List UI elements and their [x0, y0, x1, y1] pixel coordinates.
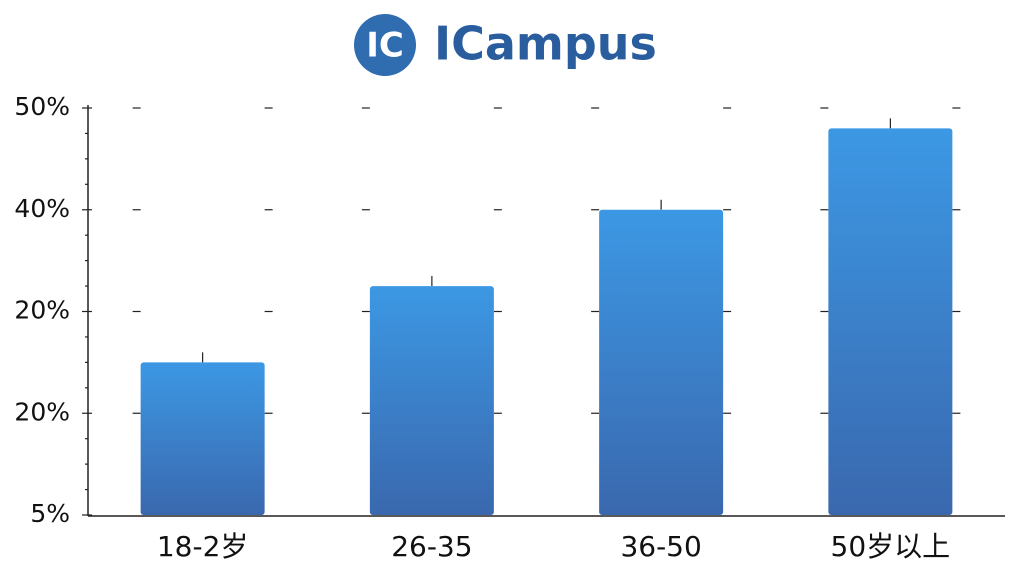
- bar: [828, 128, 953, 515]
- y-tick-label: 40%: [14, 194, 70, 223]
- bar: [140, 362, 265, 515]
- x-tick-label: 26-35: [391, 530, 472, 563]
- bar: [599, 209, 724, 515]
- logo-badge-circle: [354, 14, 416, 76]
- x-tick-label: 36-50: [620, 530, 701, 563]
- x-tick-label: 50岁以上: [831, 530, 951, 563]
- y-tick-label: 5%: [30, 499, 70, 528]
- bar: [369, 286, 494, 515]
- logo-badge: IC: [366, 26, 404, 66]
- logo: IC ICampus: [354, 14, 657, 76]
- y-tick-label: 20%: [14, 397, 70, 426]
- y-tick-label: 20%: [14, 296, 70, 325]
- y-tick-label: 50%: [14, 92, 70, 121]
- x-tick-label: 18-2岁: [157, 530, 249, 563]
- logo-text: ICampus: [434, 17, 657, 71]
